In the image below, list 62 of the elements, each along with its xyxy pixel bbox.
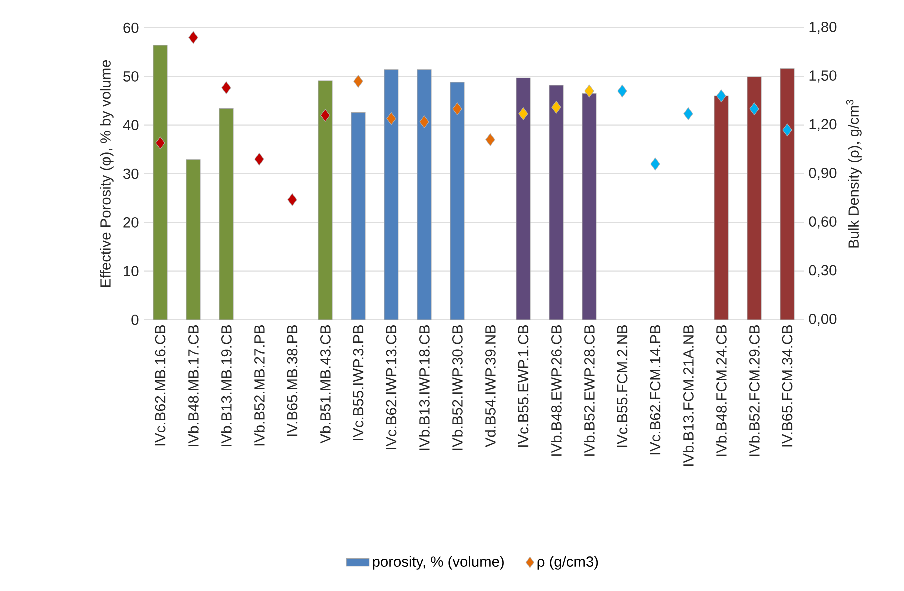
point [188,31,198,44]
point [684,108,694,121]
x-tick-label: IVb.B48.MB.17.CB [188,326,199,447]
bar [450,82,465,320]
x-tick-label: IVc.B62.IWP.13.CB [386,326,397,450]
y2-tick-label: 0,00 [809,314,837,326]
y2-axis-title: Bulk Density (ρ), g/cm$^{3}$ [846,100,862,248]
y-tick-label: 10 [124,266,139,277]
x-tick-label: IVb.B48.FCM.24.CB [716,326,727,456]
y-tick-label: 60 [124,22,139,34]
point [750,102,760,116]
x-tick-label: IVb.B13.IWP.18.CB [419,326,430,450]
y2-tick-label: 1,50 [810,70,837,83]
y-tick-label: 20 [124,218,139,228]
point [552,101,562,114]
x-tick-label: Vb.B51.MB.43.CB [320,326,331,444]
x-tick-label: IVb.B13.FCM.21A.NB [683,326,694,466]
bar [516,78,531,320]
point [716,90,726,103]
x-tick-label: IV.B65.MB.38.PB [287,326,298,436]
point [288,194,298,207]
point [486,134,496,146]
point [320,109,330,122]
y2-tick-label: 1,20 [810,119,837,132]
point [386,112,396,126]
y2-tick-label: 0,60 [809,216,837,229]
y2-tick-label: 0,30 [809,265,837,278]
point [782,124,792,137]
x-tick-label: IVb.B52.EWP.28.CB [584,326,595,456]
x-tick-label: IVb.B52.IWP.30.CB [452,326,463,450]
y-tick-label: 30 [124,168,139,180]
x-tick-label: Vd.B54.IWP.39.NB [485,326,496,448]
point [452,102,462,116]
point [254,153,264,166]
point [518,108,528,121]
legend-label: porosity, % (volume) [373,556,504,570]
y-tick-label: 0 [132,314,139,326]
point [222,82,232,95]
x-tick-label: IVc.B55.FCM.2.NB [617,326,628,448]
y-tick-label: 50 [124,72,139,82]
y2-tick-label: 1,80 [810,22,837,34]
x-tick-label: IVb.B48.EWP.26.CB [551,326,562,456]
x-tick-label: IVb.B52.MB.27.PB [254,326,265,446]
x-tick-label: IVc.B62.MB.16.CB [155,326,166,446]
x-tick-label: IVb.B13.MB.19.CB [221,326,232,447]
point [650,158,660,171]
point [156,136,166,150]
bar [549,85,564,320]
point [420,116,430,129]
y-tick-label: 40 [123,120,139,131]
point [618,85,628,98]
point [354,75,364,88]
y2-tick-label: 0,90 [809,168,837,180]
legend-label: ρ (g/cm3) [538,556,598,570]
x-tick-label: IVc.B55.EWP.1.CB [518,326,529,448]
x-tick-label: IVb.B52.FCM.29.CB [749,326,760,456]
point [584,85,594,98]
bar [318,80,333,320]
y-axis-title: Effective Porosity (φ), % by volume [100,60,114,288]
x-tick-label: IVc.B55.IWP.3.PB [353,326,364,441]
x-tick-label: IVc.B62.FCM.14.PB [650,326,661,455]
x-tick-label: IV.B65.FCM.34.CB [782,326,793,447]
